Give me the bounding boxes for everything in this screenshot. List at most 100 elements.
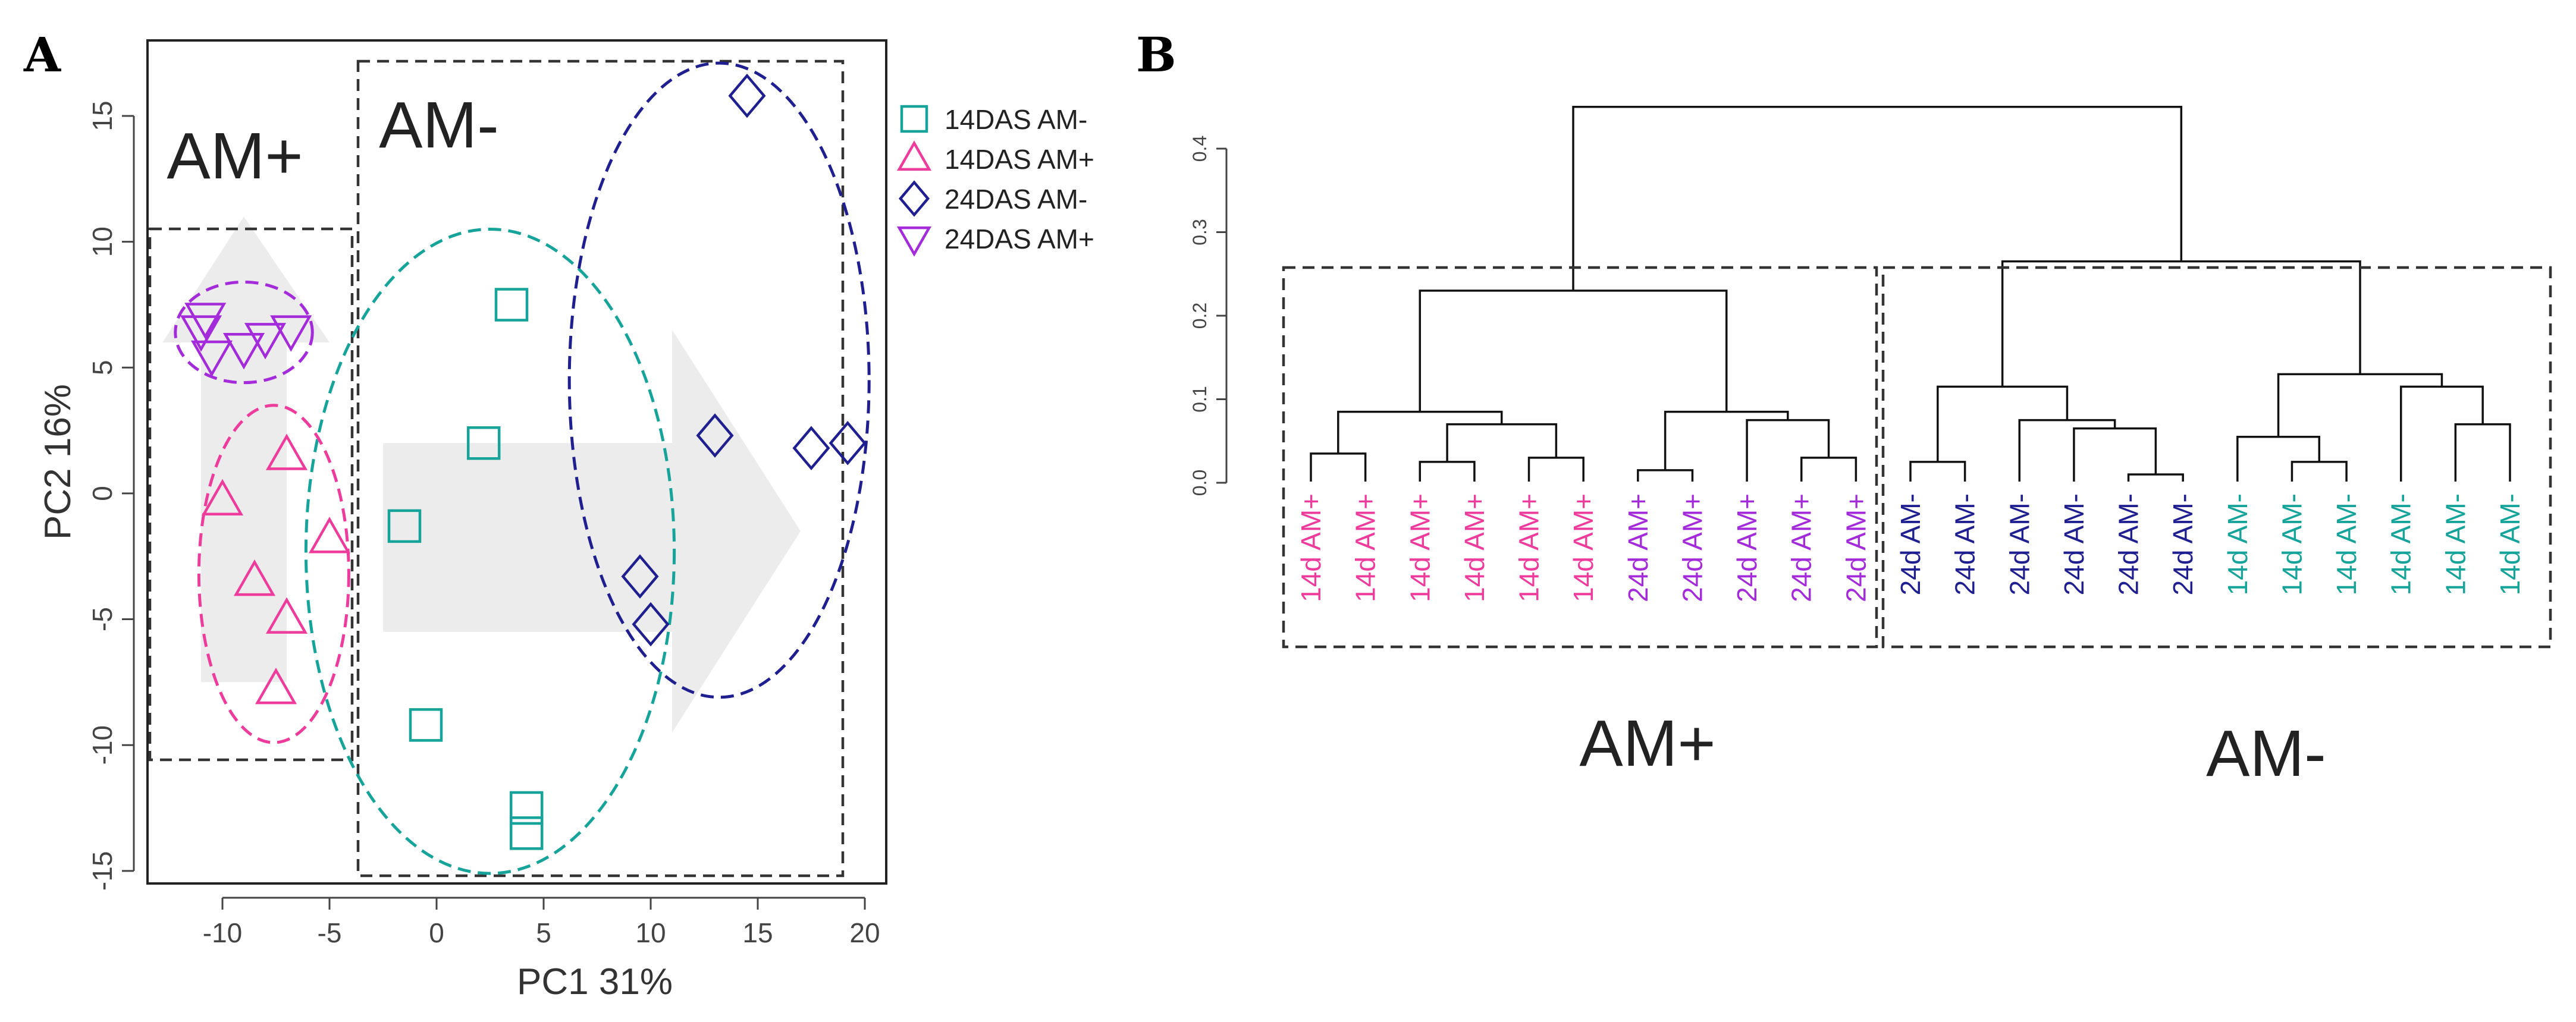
dendro-tick-label: 0.0 (1189, 470, 1210, 496)
am-plus-group-box (148, 227, 354, 762)
dendro-tick-label: 0.3 (1189, 219, 1210, 245)
point-24das-amplus-4 (270, 315, 312, 352)
group-label-am-plus: AM+ (167, 120, 303, 193)
dendro-branch-18 (2399, 385, 2484, 482)
point-14das-am--3 (409, 708, 443, 742)
point-14das-am--0 (494, 288, 529, 322)
x-tick-label: -5 (318, 917, 342, 948)
leaf-label-15: 24d AM- (2113, 493, 2144, 595)
y-tick-label: -10 (87, 725, 118, 765)
leaf-label-19: 14d AM- (2331, 493, 2362, 595)
legend-label-2: 24DAS AM- (945, 184, 1087, 215)
y-tick-label: -15 (87, 851, 118, 891)
point-14das-am--1 (466, 426, 501, 460)
dendro-branch-21 (1572, 106, 2183, 291)
legend-label-0: 14DAS AM- (945, 104, 1087, 135)
leaf-label-21: 14d AM- (2440, 493, 2471, 595)
point-14das-amplus-1 (201, 479, 244, 515)
y-tick-label: 5 (87, 360, 118, 375)
direction-arrows (162, 216, 801, 733)
arrow-right-shape (383, 329, 801, 733)
dendro-branch-11 (2127, 473, 2184, 482)
x-tick-label: 0 (429, 917, 444, 948)
leaf-label-11: 24d AM- (1895, 493, 1926, 595)
y-tick-label: 15 (87, 100, 118, 131)
leaf-label-2: 14d AM+ (1404, 493, 1435, 602)
point-24das-am--2 (792, 426, 830, 471)
dendro-tick-label: 0.2 (1189, 303, 1210, 329)
leaf-label-20: 14d AM- (2386, 493, 2417, 595)
dendro-branch-15 (2291, 461, 2348, 482)
legend: 14DAS AM- 14DAS AM+ 24DAS AM- 24DAS AM+ (896, 104, 1094, 257)
x-tick-label: 5 (536, 917, 551, 948)
y-tick-label: 10 (87, 227, 118, 257)
point-14das-am--5 (509, 816, 544, 850)
point-14das-amplus-2 (308, 517, 351, 554)
y-axis-label: PC2 16% (37, 384, 79, 540)
leaf-label-12: 24d AM- (1950, 493, 1981, 595)
dendrogram-y-axis: 0.0 0.1 0.2 0.3 0.4 (1189, 136, 1228, 496)
point-14das-am--2 (387, 509, 422, 543)
legend-label-3: 24DAS AM+ (945, 224, 1094, 254)
legend-marker-0 (900, 105, 928, 133)
leaf-label-7: 24d AM+ (1677, 493, 1708, 602)
leaf-label-6: 24d AM+ (1623, 493, 1653, 602)
point-24das-am--1 (696, 413, 734, 458)
dendrogram-group-label-am-minus: AM- (2206, 717, 2326, 790)
dendrogram-group-label-am-plus: AM+ (1579, 707, 1715, 780)
scatter-points (180, 73, 867, 850)
leaf-label-5: 14d AM+ (1568, 493, 1599, 602)
dendro-branch-20 (2001, 260, 2361, 387)
dendro-branch-19 (2277, 373, 2443, 437)
point-24das-amplus-1 (190, 340, 233, 378)
arrow-up-shape (162, 216, 330, 683)
dendro-branch-1 (1419, 461, 1476, 482)
dendrogram-leaf-labels: 14d AM+ 14d AM+ 14d AM+ 14d AM+ 14d AM+ 14d A… (1295, 493, 2525, 602)
ellipse-24das-am-minus (567, 61, 871, 699)
point-14das-amplus-4 (265, 597, 308, 634)
legend-marker-2 (898, 180, 930, 217)
x-tick-label: 10 (635, 917, 666, 948)
point-24das-amplus-0 (180, 315, 222, 352)
dendro-am-plus-box (1282, 266, 1878, 649)
ellipse-14das-am-plus (197, 404, 350, 744)
leaf-label-18: 14d AM- (2276, 493, 2307, 595)
leaf-label-14: 24d AM- (2059, 493, 2089, 595)
group-label-am-minus: AM- (379, 89, 499, 162)
legend-marker-1 (896, 140, 932, 171)
leaf-label-1: 14d AM+ (1350, 493, 1381, 602)
point-14das-amplus-0 (265, 433, 308, 470)
dendro-branch-0 (1310, 452, 1367, 482)
dendrogram-tree (1310, 106, 2511, 482)
panel-b-letter: B (1136, 27, 1176, 83)
dendro-tick-label: 0.4 (1189, 136, 1210, 162)
point-24das-amplus-3 (244, 323, 287, 360)
point-24das-amplus-2 (222, 333, 265, 370)
x-tick-label: 20 (849, 917, 880, 948)
dendro-branch-3 (1446, 423, 1558, 462)
leaf-label-10: 24d AM+ (1840, 493, 1871, 602)
dendro-am-minus-box (1881, 266, 2552, 649)
leaf-label-16: 24d AM- (2167, 493, 2198, 595)
dendro-branch-14 (1937, 385, 2069, 462)
point-24das-am--4 (621, 554, 659, 599)
point-14das-amplus-3 (233, 559, 276, 596)
group-boxes (148, 59, 845, 878)
point-24das-am--3 (829, 420, 867, 466)
pca-panel: A -10 -5 0 5 10 15 20 -15 -10 -5 0 5 10 15 PC1 31% P… (23, 27, 1094, 1002)
leaf-label-3: 14d AM+ (1459, 493, 1490, 602)
y-axis: -15 -10 -5 0 5 10 15 (87, 100, 135, 891)
point-24das-amplus-5 (184, 303, 227, 339)
point-14das-amplus-5 (255, 668, 297, 705)
leaf-label-13: 24d AM- (2004, 493, 2035, 595)
x-axis-label: PC1 31% (517, 961, 673, 1002)
dendro-branch-16 (2236, 435, 2321, 482)
dendro-branch-10 (1909, 461, 1966, 482)
point-24das-am--0 (728, 73, 766, 118)
ellipse-14das-am-minus (304, 227, 676, 875)
am-minus-group-box (356, 59, 845, 878)
dendro-branch-2 (1527, 457, 1584, 482)
y-tick-label: -5 (87, 607, 118, 631)
ellipse-24das-am-plus (174, 280, 314, 385)
legend-label-1: 14DAS AM+ (945, 144, 1094, 175)
